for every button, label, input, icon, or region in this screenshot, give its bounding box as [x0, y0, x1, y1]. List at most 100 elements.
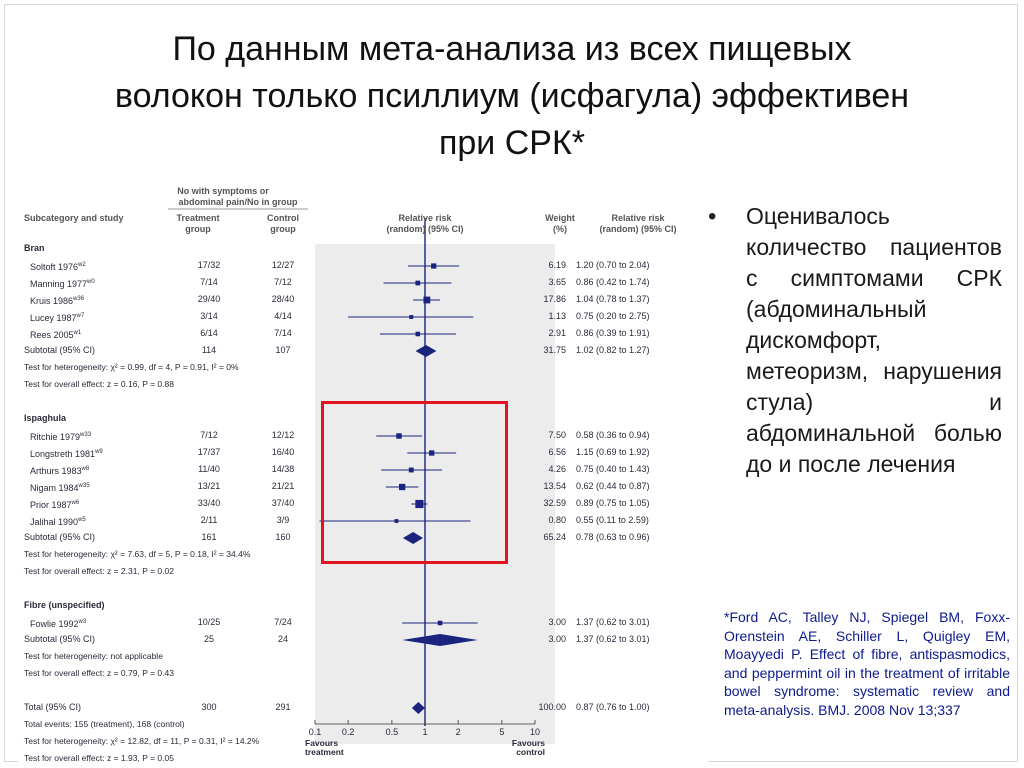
study-row-3-point: [409, 315, 414, 319]
group-2-name: Fibre (unspecified): [24, 600, 105, 610]
favours-control-label: Favours control: [511, 738, 545, 757]
header-subcategory: Subcategory and study: [24, 213, 124, 223]
group-2-subtotal-label: Subtotal (95% CI): [24, 634, 96, 644]
total-rr-ci: 0.87 (0.76 to 1.00): [576, 702, 650, 712]
study-row-8-ref: w35: [78, 483, 90, 489]
study-row-9-control: 37/40: [271, 498, 295, 508]
study-row-5-point: [396, 433, 402, 439]
study-row-5-name: Ritchie 1979w33: [30, 432, 92, 442]
group-1-subtotal-treatment: 161: [201, 532, 217, 542]
header-rrci-line2: (random) (95% CI): [599, 224, 677, 234]
study-row-11-point: [437, 620, 443, 626]
study-row-10-ref: w5: [78, 517, 86, 523]
bullet-text: Оценивалось количество пациентов с симпт…: [746, 203, 1002, 477]
header-group-line1: No with symptoms or: [177, 186, 269, 196]
group-2-subtotal-weight: 3.00: [548, 634, 566, 644]
study-row-3-weight: 1.13: [548, 311, 566, 321]
study-row-2-name: Kruis 1986w36: [30, 296, 85, 306]
group-2-subtotal-rr-ci: 1.37 (0.62 to 3.01): [576, 634, 650, 644]
total-weight: 100.00: [538, 702, 566, 712]
group-0-name: Bran: [24, 243, 45, 253]
study-row-1-control: 7/12: [274, 277, 292, 287]
study-row-3-name: Lucey 1987w7: [30, 313, 85, 323]
study-row-1-rr-ci: 0.86 (0.42 to 1.74): [576, 277, 650, 287]
study-row-6-ref: w9: [95, 449, 103, 455]
study-row-11-treatment: 10/25: [197, 617, 221, 627]
study-row-2-weight: 17.86: [543, 294, 566, 304]
group-0-subtotal-rr-ci: 1.02 (0.82 to 1.27): [576, 345, 650, 355]
study-row-11-control: 7/24: [274, 617, 292, 627]
header-weight-line2: (%): [553, 224, 567, 234]
study-row-10-control: 3/9: [276, 515, 290, 525]
title-line-1: По данным мета-анализа из всех пищевых: [172, 30, 852, 68]
header-weight-line1: Weight: [545, 213, 575, 223]
group-1-subtotal-rr-ci: 0.78 (0.63 to 0.96): [576, 532, 650, 542]
study-row-4-rr-ci: 0.86 (0.39 to 1.91): [576, 328, 650, 338]
forest-plot: No with symptoms or abdominal pain/No in …: [18, 178, 708, 768]
study-row-7-weight: 4.26: [548, 464, 566, 474]
study-row-4-name: Rees 2005w1: [30, 330, 82, 340]
x-tick-label-0: 0.1: [308, 727, 322, 737]
header-treatment-line1: Treatment: [176, 213, 220, 223]
citation: *Ford AC, Talley NJ, Spiegel BM, Foxx-Or…: [724, 609, 1010, 718]
study-row-7-name: Arthurs 1983w8: [30, 466, 90, 476]
study-row-5-control: 12/12: [271, 430, 295, 440]
group-2-subtotal-diamond: [402, 634, 478, 646]
group-0-subtotal-diamond: [415, 345, 437, 357]
study-row-9-ref: w6: [71, 500, 80, 506]
forest-plot-svg: [168, 208, 536, 726]
group-2-subtotal-control: 24: [277, 634, 288, 644]
header-rr-line2: (random) (95% CI): [386, 224, 464, 234]
study-row-2-ref: w36: [73, 296, 85, 302]
study-row-11-ref: w3: [78, 619, 87, 625]
header-control-line2: group: [270, 224, 296, 234]
ispaghula-highlight-box: [321, 401, 508, 564]
group-1-overall-effect: Test for overall effect: z = 2.31, P = 0…: [24, 566, 174, 576]
x-tick-label-3: 1: [422, 727, 428, 737]
study-row-10-point: [394, 519, 399, 523]
study-row-4-control: 7/14: [274, 328, 292, 338]
group-1-name: Ispaghula: [24, 413, 67, 423]
total-diamond: [411, 702, 425, 714]
group-2-subtotal-treatment: 25: [203, 634, 214, 644]
study-row-4-point: [415, 331, 421, 337]
group-1-subtotal-diamond: [402, 532, 424, 544]
total-control: 291: [275, 702, 291, 712]
study-row-1-weight: 3.65: [548, 277, 566, 287]
total-heterogeneity: Test for heterogeneity: χ² = 12.82, df =…: [24, 736, 260, 746]
header-rrci-line1: Relative risk: [611, 213, 665, 223]
group-2-overall-effect: Test for overall effect: z = 0.79, P = 0…: [24, 668, 174, 678]
study-row-2-point: [423, 296, 431, 304]
header-group-line2: abdominal pain/No in group: [178, 197, 298, 207]
study-row-4-weight: 2.91: [548, 328, 566, 338]
study-row-3-treatment: 3/14: [200, 311, 218, 321]
study-row-7-ref: w8: [81, 466, 90, 472]
study-row-0-treatment: 17/32: [197, 260, 221, 270]
total-treatment: 300: [201, 702, 217, 712]
study-row-9-name: Prior 1987w6: [30, 500, 80, 510]
group-1-heterogeneity: Test for heterogeneity: χ² = 7.63, df = …: [24, 549, 251, 559]
study-row-1-ref: w0: [87, 279, 95, 285]
study-row-4-treatment: 6/14: [200, 328, 218, 338]
study-row-2-control: 28/40: [271, 294, 295, 304]
bullet-marker: •: [708, 203, 717, 230]
group-0-subtotal-treatment: 114: [201, 345, 217, 355]
study-row-11-weight: 3.00: [548, 617, 566, 627]
group-1-subtotal-control: 160: [275, 532, 291, 542]
study-row-2-rr-ci: 1.04 (0.78 to 1.37): [576, 294, 650, 304]
plot-area-background: [315, 244, 555, 744]
study-row-2-treatment: 29/40: [197, 294, 221, 304]
study-row-7-point: [408, 467, 414, 473]
group-0-subtotal-control: 107: [275, 345, 291, 355]
study-row-5-treatment: 7/12: [200, 430, 218, 440]
study-row-3-control: 4/14: [274, 311, 292, 321]
total-overall-effect: Test for overall effect: z = 1.93, P = 0…: [24, 753, 174, 763]
study-row-5-rr-ci: 0.58 (0.36 to 0.94): [576, 430, 650, 440]
study-row-10-rr-ci: 0.55 (0.11 to 2.59): [576, 515, 649, 525]
header-rr-line1: Relative risk: [398, 213, 452, 223]
header-treatment-line2: group: [185, 224, 211, 234]
study-row-6-control: 16/40: [271, 447, 295, 457]
study-row-7-control: 14/38: [271, 464, 295, 474]
study-row-10-name: Jalihal 1990w5: [30, 517, 86, 527]
study-row-8-treatment: 13/21: [197, 481, 221, 491]
